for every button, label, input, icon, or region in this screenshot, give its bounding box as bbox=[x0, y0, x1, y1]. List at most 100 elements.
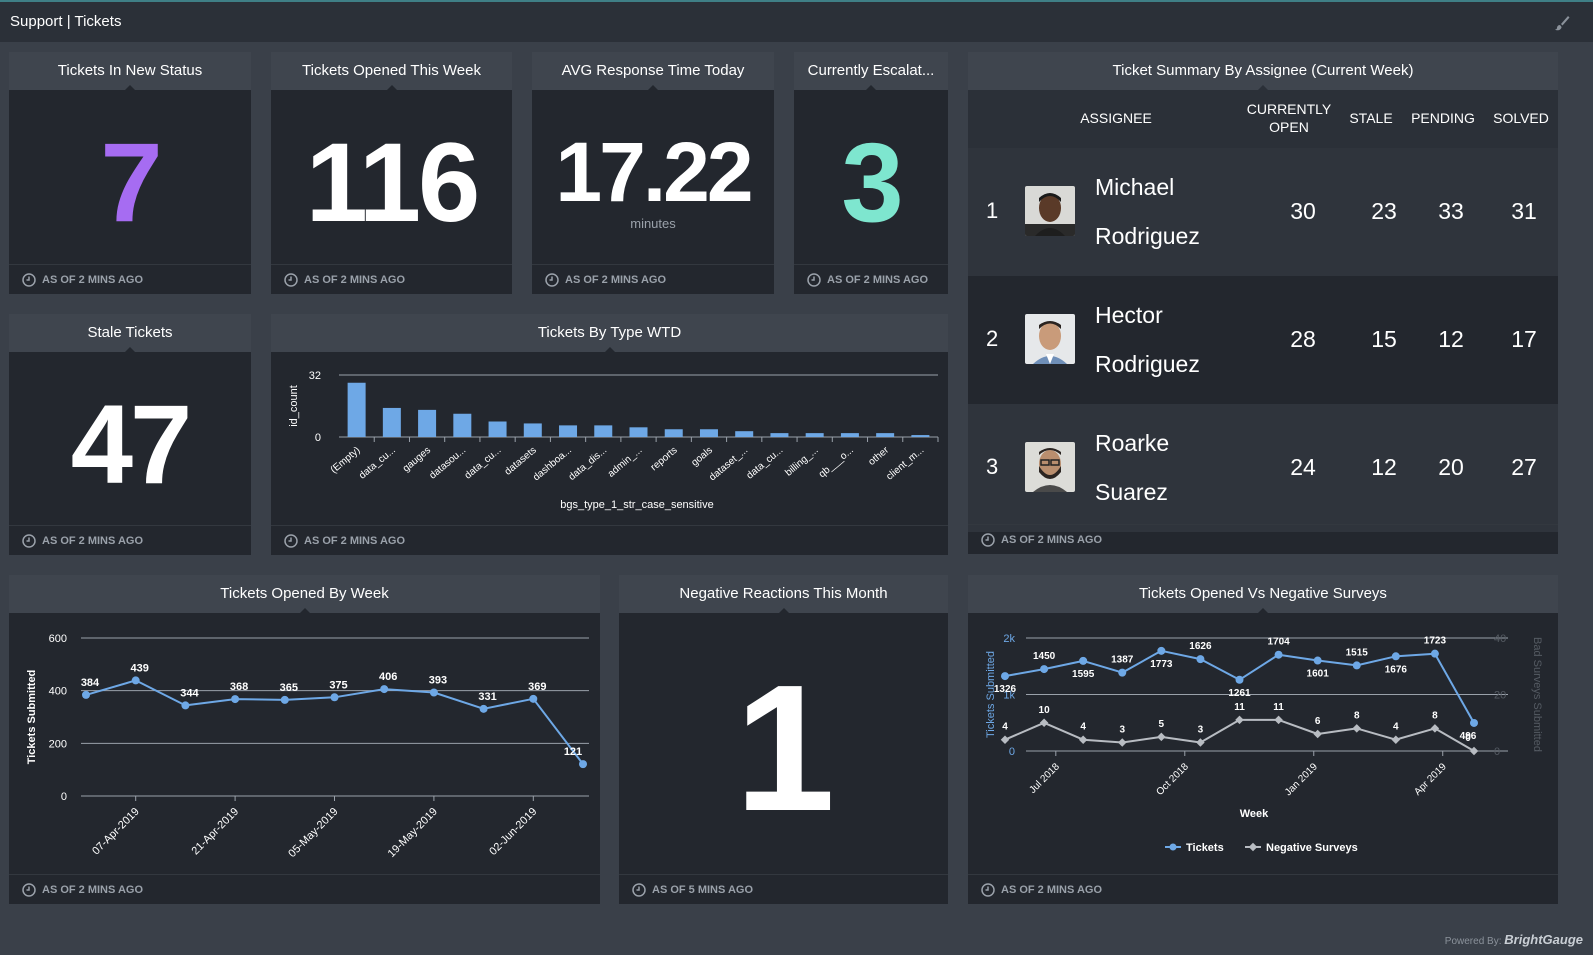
data-point bbox=[1352, 724, 1361, 733]
data-point bbox=[1118, 668, 1127, 677]
tickets-by-week-chart: 600 400 200 0 Tickets Submitted 384 439 344 368 3… bbox=[26, 633, 589, 860]
data-label: 375 bbox=[329, 679, 347, 691]
widget-footer: AS OF 5 MINS AGO bbox=[619, 874, 948, 904]
col-header-open[interactable]: CURRENTLY OPEN bbox=[1246, 101, 1332, 135]
y-tick-label: 600 bbox=[49, 633, 67, 645]
data-label: 1261 bbox=[1228, 688, 1251, 699]
data-point bbox=[1313, 656, 1322, 665]
data-point bbox=[1157, 646, 1166, 655]
clock-icon bbox=[284, 273, 298, 287]
data-point bbox=[1469, 746, 1479, 756]
data-label: 1326 bbox=[994, 684, 1017, 695]
y2-tick-label: 0 bbox=[1494, 746, 1500, 758]
x-tick-label: Apr 2019 bbox=[1412, 761, 1449, 798]
data-label: 1595 bbox=[1072, 669, 1095, 680]
widget-footer: AS OF 2 MINS AGO bbox=[968, 524, 1558, 554]
data-point bbox=[579, 760, 587, 769]
y-tick-label: 32 bbox=[309, 370, 321, 382]
data-point bbox=[1313, 729, 1322, 739]
x-axis-label: bgs_type_1_str_case_sensitive bbox=[560, 499, 713, 511]
bar bbox=[453, 413, 472, 437]
widget-escalated[interactable]: Currently Escalat... 3 AS OF 2 MINS AGO bbox=[794, 52, 948, 294]
data-point bbox=[380, 685, 389, 694]
stale-value: 47 bbox=[70, 382, 193, 507]
data-label: 6 bbox=[1315, 716, 1321, 727]
assignee-row[interactable]: 2 Hector Rodriguez 28 15 12 17 bbox=[968, 276, 1558, 404]
widget-by-type[interactable]: Tickets By Type WTD 32 0 id_count (Empty) da… bbox=[271, 314, 948, 555]
x-tick-label: Jan 2019 bbox=[1283, 761, 1320, 798]
avg-response-unit: minutes bbox=[630, 216, 676, 231]
assignee-last-name: Rodriguez bbox=[1095, 351, 1200, 377]
data-point bbox=[1391, 652, 1400, 661]
assignee-stale: 12 bbox=[1371, 454, 1397, 480]
assignee-solved: 27 bbox=[1511, 454, 1537, 480]
widget-new-status[interactable]: Tickets In New Status 7 AS OF 2 MINS AGO bbox=[9, 52, 251, 294]
bar bbox=[382, 407, 401, 437]
assignee-row[interactable]: 1 Michael Rodriguez 30 23 33 31 bbox=[968, 148, 1558, 276]
widget-assignee-summary[interactable]: Ticket Summary By Assignee (Current Week… bbox=[968, 52, 1558, 554]
x-tick-label: gauges bbox=[401, 445, 433, 475]
data-label: 11 bbox=[1273, 702, 1284, 713]
assignee-first-name: Michael bbox=[1095, 174, 1175, 200]
widget-footer: AS OF 2 MINS AGO bbox=[9, 874, 600, 904]
assignee-table-header: ASSIGNEE CURRENTLY OPEN STALE PENDING SO… bbox=[968, 90, 1558, 148]
x-tick-label: admin_... bbox=[606, 445, 645, 480]
widget-by-week[interactable]: Tickets Opened By Week 600 400 200 0 Tickets… bbox=[9, 575, 600, 904]
widget-title: Negative Reactions This Month bbox=[619, 575, 948, 613]
data-label: 406 bbox=[379, 671, 397, 683]
data-label: 121 bbox=[564, 746, 582, 758]
y-tick-label: 1k bbox=[1003, 690, 1015, 702]
bar bbox=[699, 429, 718, 437]
bar bbox=[840, 433, 859, 437]
y-axis-label: Tickets Submitted bbox=[985, 651, 997, 738]
assignee-stale: 15 bbox=[1371, 326, 1397, 352]
paintbrush-icon[interactable] bbox=[1553, 14, 1571, 32]
assignee-row[interactable]: 3 Roarke Suarez 24 12 20 27 bbox=[968, 404, 1558, 532]
data-point bbox=[1352, 661, 1361, 670]
widget-title: Stale Tickets bbox=[9, 314, 251, 352]
col-header-assignee[interactable]: ASSIGNEE bbox=[1080, 110, 1152, 126]
x-tick-label: data_cu... bbox=[745, 445, 786, 482]
data-point bbox=[1274, 715, 1283, 725]
col-header-stale[interactable]: STALE bbox=[1349, 110, 1393, 126]
x-axis-label: Week bbox=[1240, 808, 1269, 820]
data-point bbox=[479, 704, 488, 713]
avatar bbox=[1025, 314, 1075, 364]
widget-title: Tickets Opened Vs Negative Surveys bbox=[968, 575, 1558, 613]
data-point bbox=[1430, 724, 1440, 733]
data-point bbox=[1079, 656, 1088, 665]
x-tick-label: billing_... bbox=[783, 445, 820, 479]
widget-stale[interactable]: Stale Tickets 47 AS OF 2 MINS AGO bbox=[9, 314, 251, 555]
col-header-solved[interactable]: SOLVED bbox=[1493, 110, 1549, 126]
data-label: 1723 bbox=[1424, 636, 1447, 647]
data-point bbox=[429, 688, 438, 697]
col-header-pending[interactable]: PENDING bbox=[1411, 110, 1475, 126]
assignee-pending: 12 bbox=[1438, 326, 1464, 352]
powered-by[interactable]: Powered By: BrightGauge bbox=[1444, 932, 1583, 947]
assignee-pending: 20 bbox=[1438, 454, 1464, 480]
data-point bbox=[1000, 735, 1010, 744]
top-bar: Support | Tickets bbox=[0, 0, 1593, 42]
data-label: 4 bbox=[1393, 722, 1399, 733]
widget-opened-week[interactable]: Tickets Opened This Week 116 AS OF 2 MIN… bbox=[271, 52, 512, 294]
data-point bbox=[1118, 738, 1127, 747]
data-label: 331 bbox=[478, 691, 496, 703]
data-point bbox=[1001, 672, 1009, 681]
widget-vs-surveys[interactable]: Tickets Opened Vs Negative Surveys 2k 40 1… bbox=[968, 575, 1558, 904]
bar bbox=[523, 423, 542, 437]
data-label: 11 bbox=[1234, 702, 1245, 713]
y-tick-label: 0 bbox=[61, 791, 67, 803]
legend-marker bbox=[1248, 842, 1258, 852]
data-label: 344 bbox=[180, 687, 199, 699]
bar bbox=[911, 435, 930, 437]
widget-negative-reactions[interactable]: Negative Reactions This Month 1 AS OF 5 … bbox=[619, 575, 948, 904]
legend-marker bbox=[1169, 843, 1177, 851]
data-label: 1773 bbox=[1150, 659, 1173, 670]
data-point bbox=[1235, 675, 1244, 684]
data-point bbox=[1040, 665, 1049, 674]
widget-avg-response[interactable]: AVG Response Time Today 17.22 minutes AS… bbox=[532, 52, 774, 294]
negative-reactions-value: 1 bbox=[734, 648, 835, 849]
x-tick-label: qb___o... bbox=[817, 445, 856, 480]
bar bbox=[876, 433, 895, 437]
